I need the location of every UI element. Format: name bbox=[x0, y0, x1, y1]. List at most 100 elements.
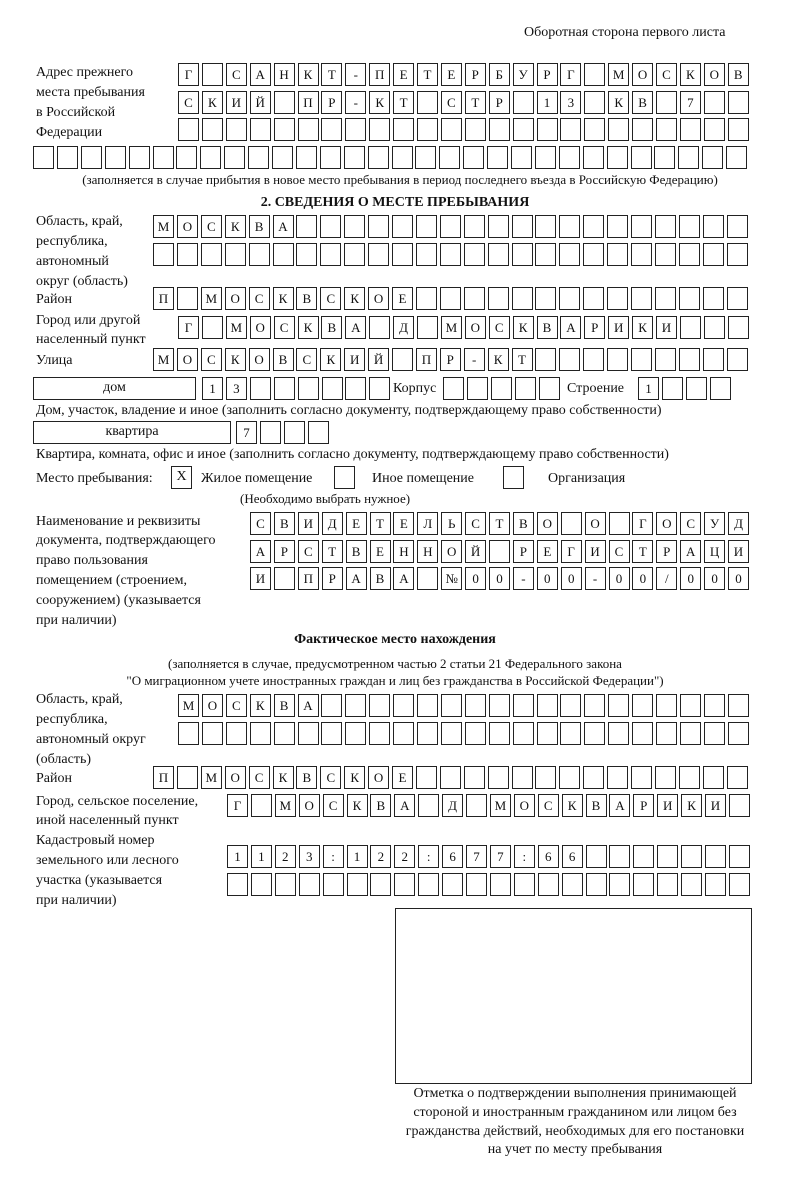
char-cell: 2 bbox=[394, 845, 416, 868]
char-cell bbox=[344, 243, 366, 266]
char-cell bbox=[560, 118, 582, 141]
label: (область) bbox=[36, 752, 92, 767]
char-cell bbox=[345, 118, 367, 141]
char-cell: А bbox=[609, 794, 631, 817]
char-cell: С bbox=[488, 316, 510, 339]
char-cell bbox=[607, 215, 629, 238]
char-cell bbox=[513, 873, 535, 896]
char-cell bbox=[656, 694, 677, 717]
label: Иное помещение bbox=[372, 471, 474, 486]
char-cell bbox=[56, 146, 78, 169]
label: Место пребывания: bbox=[36, 471, 153, 486]
char-cell: И bbox=[250, 567, 271, 590]
char-cell: М bbox=[153, 215, 174, 238]
char-cell bbox=[678, 348, 700, 371]
char-cell bbox=[200, 146, 222, 169]
char-cell bbox=[512, 722, 534, 745]
char-cell bbox=[439, 146, 461, 169]
char-cell bbox=[369, 722, 391, 745]
char-cell bbox=[511, 215, 533, 238]
label: Район bbox=[36, 771, 72, 786]
char-cell: / bbox=[656, 567, 678, 590]
char-cell bbox=[705, 873, 726, 896]
char-cell: Г bbox=[560, 63, 582, 86]
char-cell: 0 bbox=[680, 567, 702, 590]
char-cell: С bbox=[680, 512, 702, 535]
char-cell: К bbox=[297, 63, 319, 86]
char-cell: П bbox=[297, 567, 319, 590]
char-cell bbox=[654, 287, 676, 310]
char-cell: 1 bbox=[250, 845, 272, 868]
char-cell bbox=[440, 694, 462, 717]
char-cell bbox=[559, 766, 581, 789]
char-cell: С bbox=[225, 694, 247, 717]
stay-option-other-checkbox[interactable] bbox=[334, 466, 355, 489]
char-cell: К bbox=[679, 63, 701, 86]
char-cell bbox=[273, 567, 295, 590]
char-cell bbox=[273, 377, 295, 400]
char-cell: Д bbox=[728, 512, 749, 535]
char-cell bbox=[703, 722, 725, 745]
char-cell bbox=[560, 512, 582, 535]
char-cell: - bbox=[463, 348, 485, 371]
char-cell: 0 bbox=[465, 567, 487, 590]
char-cell: К bbox=[561, 794, 583, 817]
char-cell: В bbox=[585, 794, 607, 817]
char-cell bbox=[320, 215, 342, 238]
char-cell bbox=[535, 215, 557, 238]
char-cell: М bbox=[608, 63, 630, 86]
char-cell: Т bbox=[489, 512, 510, 535]
char-cell: № bbox=[441, 567, 463, 590]
char-cell: Д bbox=[442, 794, 464, 817]
char-cell bbox=[633, 873, 655, 896]
char-cell bbox=[391, 146, 413, 169]
label: республика, bbox=[36, 234, 108, 249]
char-cell bbox=[488, 722, 510, 745]
char-cell bbox=[536, 694, 558, 717]
char-cell: С bbox=[320, 766, 342, 789]
char-cell bbox=[463, 287, 485, 310]
char-cell bbox=[678, 766, 700, 789]
char-cell bbox=[661, 377, 683, 400]
label: Федерации bbox=[36, 125, 103, 140]
char-cell: К bbox=[297, 316, 319, 339]
char-cell bbox=[369, 316, 391, 339]
label: Улица bbox=[36, 353, 73, 368]
char-cell bbox=[487, 146, 509, 169]
char-cell bbox=[703, 694, 725, 717]
char-cell: С bbox=[537, 794, 559, 817]
char-cell bbox=[583, 243, 605, 266]
label: Корпус bbox=[393, 381, 437, 396]
cadastral-row-2 bbox=[227, 873, 753, 896]
char-cell bbox=[728, 873, 750, 896]
char-cell bbox=[178, 722, 199, 745]
char-cell: Т bbox=[321, 540, 343, 563]
stay-option-residential-checkbox[interactable]: X bbox=[171, 466, 192, 489]
char-cell: С bbox=[178, 91, 199, 114]
char-cell: К bbox=[272, 766, 294, 789]
char-cell: Й bbox=[465, 540, 487, 563]
char-cell: Р bbox=[321, 91, 343, 114]
char-cell: К bbox=[224, 348, 246, 371]
stay-note: (Необходимо выбрать нужное) bbox=[240, 491, 411, 506]
char-cell bbox=[559, 215, 581, 238]
char-cell bbox=[702, 766, 724, 789]
char-cell bbox=[439, 215, 461, 238]
char-cell bbox=[559, 287, 581, 310]
char-cell bbox=[656, 91, 677, 114]
char-cell: Г bbox=[178, 316, 199, 339]
char-cell bbox=[654, 215, 676, 238]
char-cell bbox=[248, 243, 270, 266]
char-cell bbox=[178, 118, 199, 141]
char-cell bbox=[702, 146, 724, 169]
char-cell bbox=[585, 873, 607, 896]
stay-option-organization-checkbox[interactable] bbox=[503, 466, 524, 489]
char-cell bbox=[343, 146, 365, 169]
char-cell: К bbox=[249, 694, 271, 717]
char-cell bbox=[705, 845, 726, 868]
char-cell bbox=[726, 146, 748, 169]
char-cell: 7 bbox=[679, 91, 701, 114]
char-cell bbox=[511, 243, 533, 266]
char-cell bbox=[657, 845, 679, 868]
